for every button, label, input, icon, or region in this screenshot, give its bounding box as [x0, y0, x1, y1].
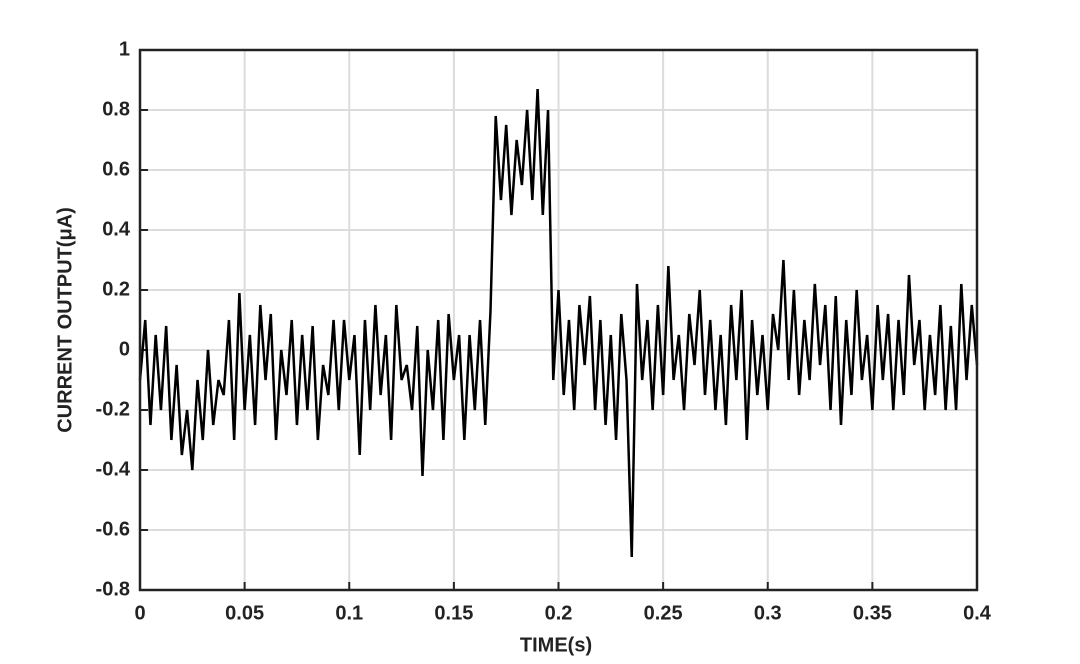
y-axis-label: CURRENT OUTPUT(μA) — [54, 207, 76, 433]
y-tick-label: 0 — [119, 338, 130, 360]
y-tick-label: 0.4 — [102, 218, 131, 240]
x-tick-label: 0.15 — [434, 602, 473, 624]
y-tick-label: 0.2 — [102, 278, 130, 300]
y-tick-label: 1 — [119, 38, 130, 60]
plot-frame — [138, 48, 979, 592]
data-line — [138, 88, 979, 558]
x-tick-label: 0.1 — [335, 602, 363, 624]
x-axis-label: TIME(s) — [520, 634, 592, 656]
x-tick-label: 0.25 — [644, 602, 683, 624]
x-tick-label: 0.35 — [853, 602, 892, 624]
y-tick-label: -0.6 — [96, 518, 130, 540]
y-tick-label: -0.8 — [96, 578, 130, 600]
x-tick-label: 0.05 — [225, 602, 264, 624]
x-tick-label: 0.2 — [545, 602, 573, 624]
x-tick-label: 0.3 — [754, 602, 782, 624]
y-tick-label: -0.2 — [96, 398, 130, 420]
y-tick-label: -0.4 — [96, 458, 131, 480]
x-tick-label: 0.4 — [963, 602, 992, 624]
y-tick-label: 0.8 — [102, 98, 130, 120]
x-tick-label: 0 — [134, 602, 145, 624]
y-tick-label: 0.6 — [102, 158, 130, 180]
